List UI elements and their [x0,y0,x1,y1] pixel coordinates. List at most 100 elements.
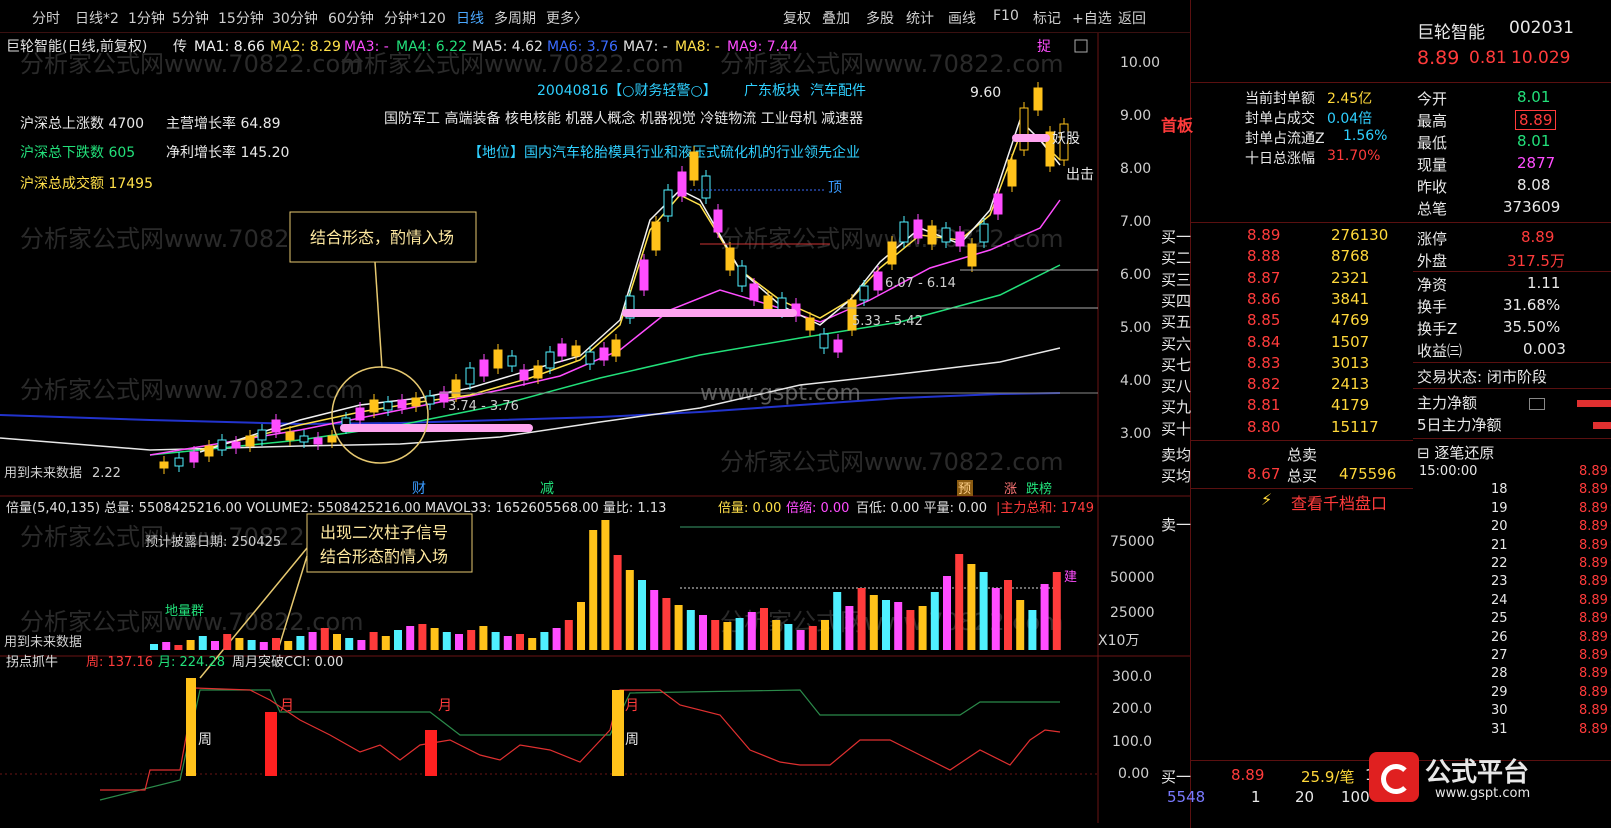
tick-time: 26 [1491,629,1508,645]
volume-bar [882,600,890,650]
tab-more[interactable]: 更多〉 [546,11,588,27]
candle-body [231,441,241,449]
bid-price: 8.82 [1247,375,1281,394]
volume-bar [357,640,366,650]
tick-price: 8.89↑ [1579,703,1611,719]
candle-body [465,367,475,385]
view-all-depth-button[interactable]: 查看千档盘口 [1291,494,1388,513]
zone-label-2: 5.33 - 5.42 [852,314,923,329]
volume-bar [930,592,939,650]
candle-body [873,271,883,291]
draw-button[interactable]: 画线 [948,11,976,27]
candlesticks [159,82,1069,474]
svg-text:6.00: 6.00 [1120,267,1151,283]
market-stats: 沪深总上涨数 4700 沪深总下跌数 605 沪深总成交额 17495 主营增长… [20,115,289,192]
tab-daily[interactable]: 日线 [456,11,484,27]
svg-text:X10万: X10万 [1098,633,1139,649]
callout-text-1: 结合形态，酌情入场 [310,228,454,247]
top-label: 顶 [828,180,842,196]
volume-bar [235,638,244,650]
multi-stock-button[interactable]: 多股 [866,11,894,27]
tab-120min[interactable]: 分钟*120 [384,11,446,27]
candle-body [677,171,687,197]
volume-bar [528,638,537,650]
svg-text:7.00: 7.00 [1120,214,1151,230]
watermark: 分析家公式网www.70822.com [20,50,364,78]
volume-bar [308,632,317,650]
overlay-button[interactable]: 叠加 [822,11,850,27]
bottom-v4: 100 [1341,788,1370,806]
volume-bar [223,634,232,650]
tab-fenshi[interactable]: 分时 [32,11,60,27]
cci-month-bar [265,712,277,776]
ma-legend-4: MA4: 6.22 [396,39,467,55]
candle-body [713,209,723,233]
vol-header-rest: 百低: 0.00 平量: 0.00 [856,501,987,516]
tab-multi-period[interactable]: 多周期 [494,11,536,27]
vol-header: 倍量(5,40,135) 总量: 5508425216.00 VOLUME2: … [6,501,666,516]
ma-legend-2: MA2: 8.29 [270,39,341,55]
kline-chart[interactable]: 分析家公式网www.70822.com 分析家公式网www.70822.com … [0,33,1190,823]
candle-body [625,295,635,319]
mark-button[interactable]: 标记 [1033,11,1061,27]
ma-legend-1: MA1: 8.66 [194,39,265,55]
candle-body [493,349,503,369]
volume-bar [674,605,683,650]
tick-price: 8.89↑ [1579,592,1611,608]
stock-price: 8.89 [1417,47,1460,69]
tick-time: 31 [1491,721,1508,737]
volume-bar [1028,610,1037,650]
volume-bar [406,626,415,650]
add-watchlist-button[interactable]: +自选 [1072,11,1112,27]
tab-30min[interactable]: 30分钟 [272,11,318,27]
volume-bar [394,630,402,650]
ma-legend-8: MA8: - [675,39,720,55]
tab-15min[interactable]: 15分钟 [218,11,264,27]
bottom-b1: 买一 [1161,768,1192,786]
list-icon[interactable] [1529,398,1545,410]
tab-5min[interactable]: 5分钟 [172,11,209,27]
tab-daily-2[interactable]: 日线*2 [75,11,119,27]
company-info: 20040816【○财务轻警○】 广东板块 汽车配件 国防军工 高端装备 核电核… [384,82,866,161]
volume-bar [150,644,158,650]
candle-body [701,175,711,199]
candle-body [941,227,951,243]
back-button[interactable]: 返回 [1118,11,1146,27]
bid-label: 买二 [1161,249,1192,268]
candle-body [737,265,747,287]
main-net-5d-label: 5日主力净额 [1417,416,1502,434]
candle-body [411,397,421,407]
tab-1min[interactable]: 1分钟 [128,11,165,27]
bid-price: 8.89 [1247,226,1281,244]
candle-body [833,339,843,353]
volume-bar [381,636,390,650]
volume-bar [857,588,866,650]
svg-text:100.0: 100.0 [1112,734,1152,750]
chart-title: 巨轮智能(日线,前复权) [6,38,147,55]
cci-zhou-mark: 周 [625,732,639,748]
callout-text-2a: 出现二次柱子信号 [320,523,448,542]
cci-yue-mark: 月 [625,698,639,714]
bid-volume: 2321 [1331,268,1370,287]
volume-bar [369,632,378,650]
svg-text:3.00: 3.00 [1120,426,1151,442]
bid-label: 买一 [1161,228,1192,246]
stats-button[interactable]: 统计 [906,11,934,27]
support-zone-3 [1012,134,1050,142]
bottom-b1-price: 8.89 [1231,766,1265,784]
volume-bar [345,638,354,650]
fuquan-button[interactable]: 复权 [783,11,811,27]
volume-bar [735,618,744,650]
volume-bar [796,630,805,650]
buy-avg-value: 8.67 [1247,465,1281,483]
volume-bar [833,592,842,650]
out-label: 出击 [1066,167,1094,183]
bid-price: 8.85 [1247,311,1281,330]
tab-60min[interactable]: 60分钟 [328,11,374,27]
volume-axis: 75000 50000 25000 X10万 [1098,534,1155,649]
close-panel-icon[interactable] [1074,39,1088,53]
volume-bar [723,622,732,650]
candle-body [979,223,989,243]
svg-text:沪深总上涨数 4700: 沪深总上涨数 4700 [20,116,144,132]
f10-button[interactable]: F10 [993,8,1019,24]
